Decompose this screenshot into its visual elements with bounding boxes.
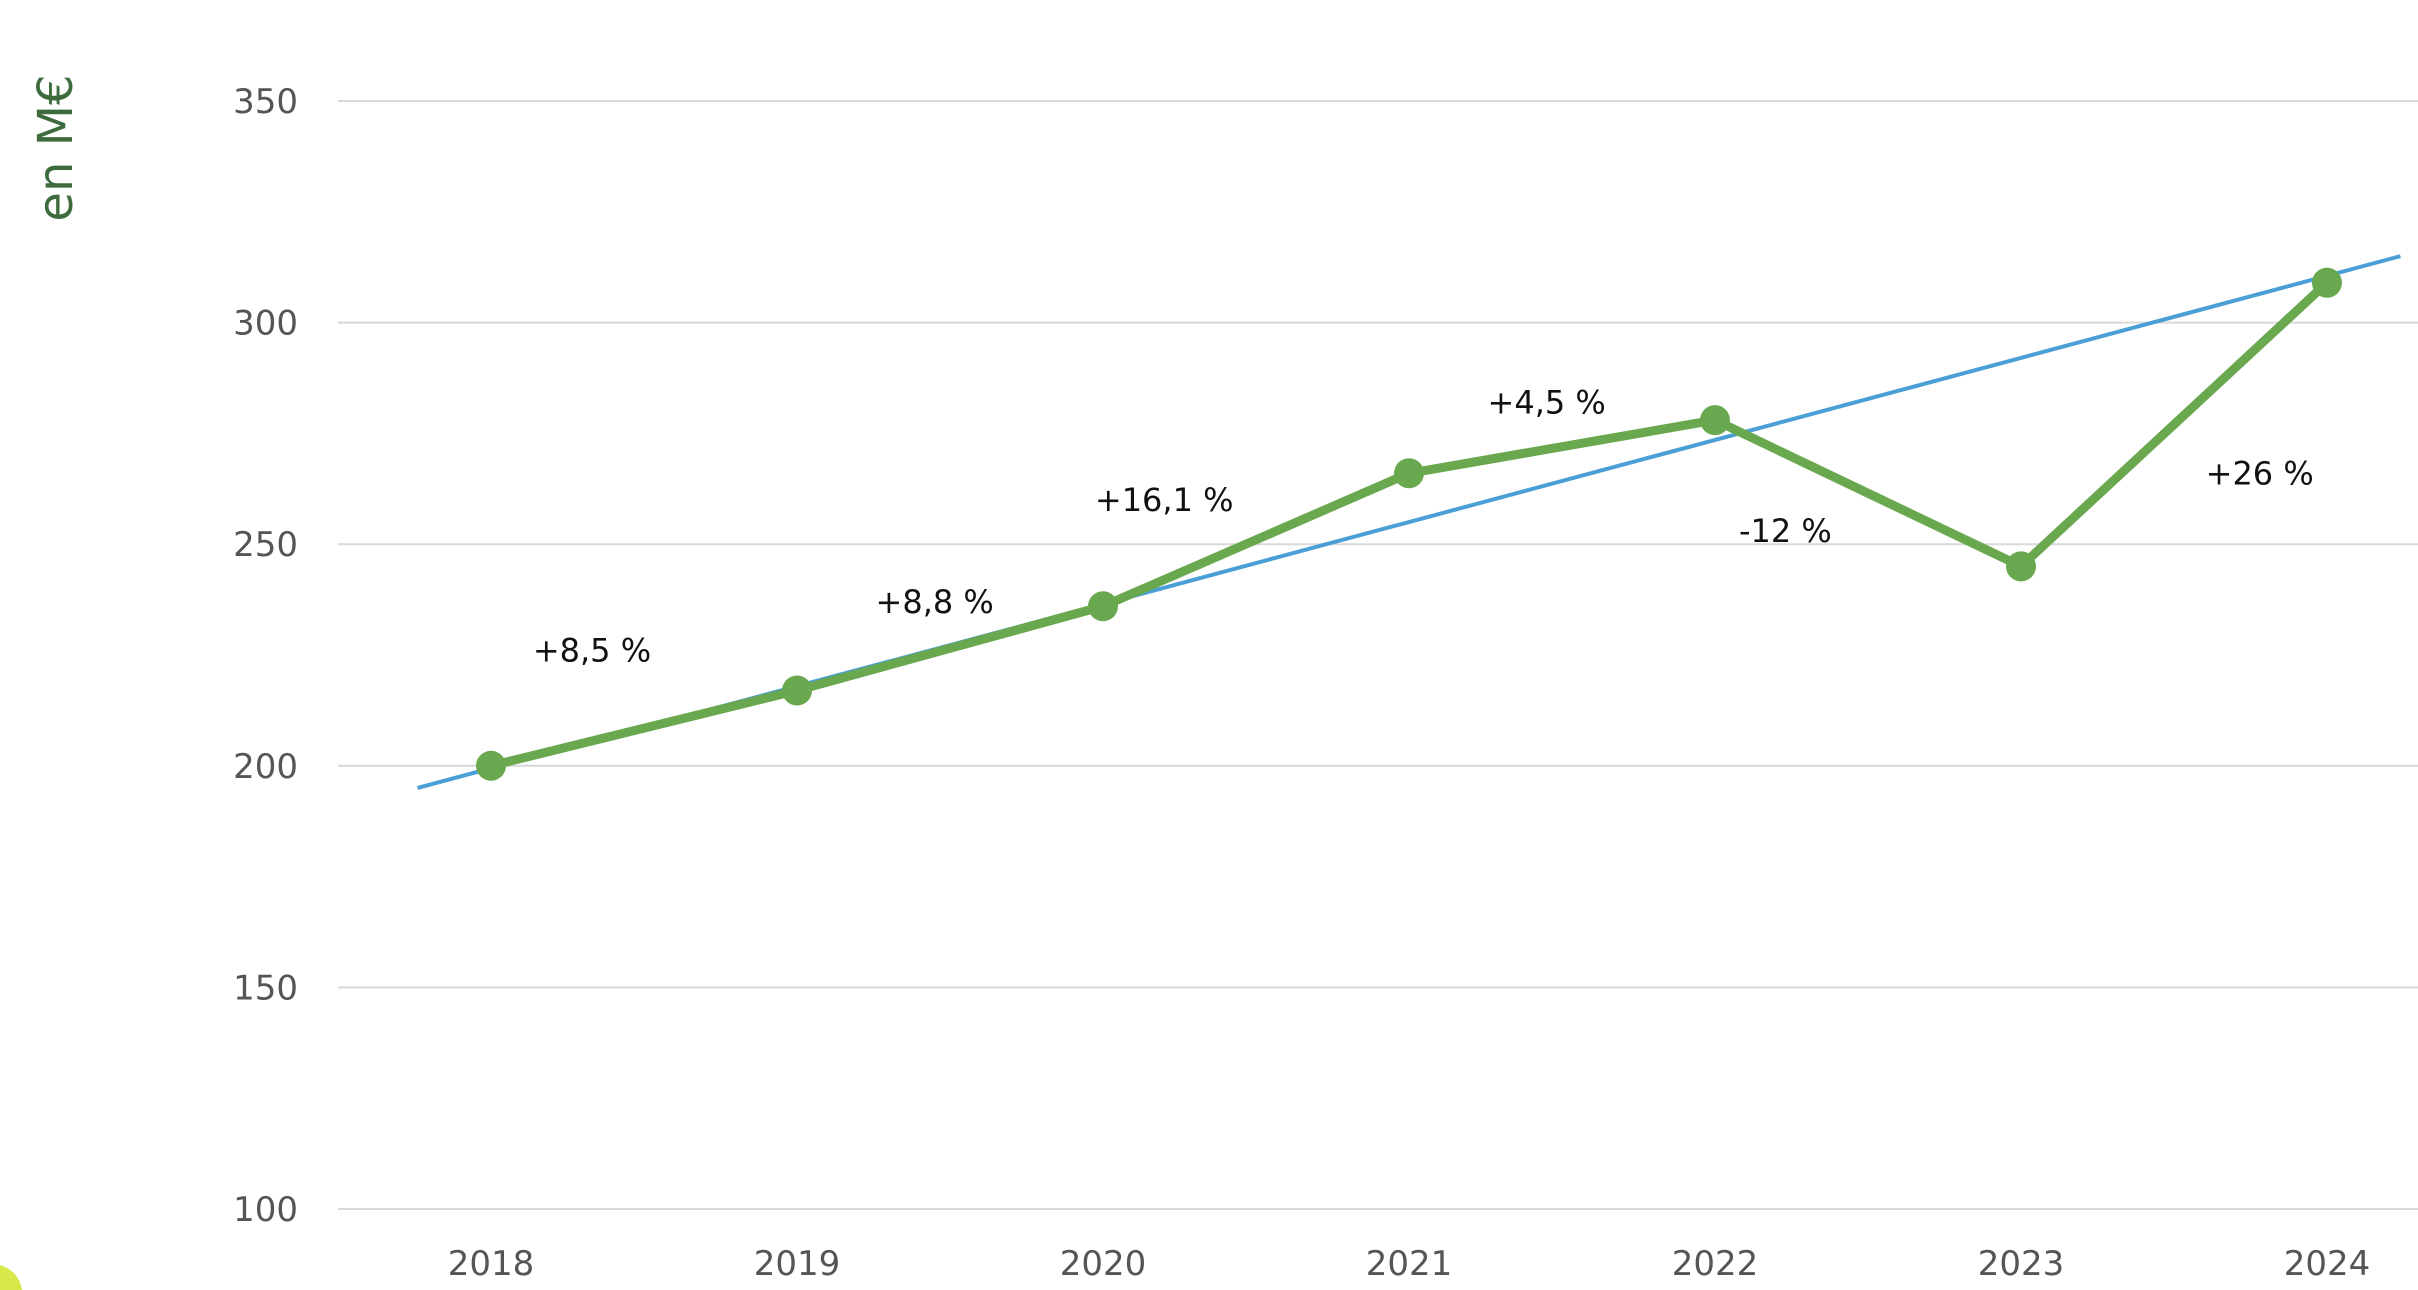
y-tick-label: 250 (233, 525, 298, 565)
x-tick-label: 2019 (754, 1244, 841, 1284)
corner-decoration (0, 1265, 22, 1290)
x-tick-label: 2023 (1978, 1244, 2065, 1284)
data-point-2019 (782, 675, 812, 706)
gridlines (338, 100, 2418, 1210)
x-tick-label: 2020 (1060, 1244, 1147, 1284)
growth-annotations: +8,5 % +8,8 % +16,1 % +4,5 % -12 % +26 % (533, 383, 2314, 669)
data-point-2018 (476, 750, 506, 781)
data-series (476, 267, 2342, 781)
x-tick-label: 2022 (1672, 1244, 1759, 1284)
x-tick-label: 2021 (1366, 1244, 1453, 1284)
data-point-2023 (2006, 551, 2036, 582)
x-tick-label: 2024 (2284, 1244, 2371, 1284)
growth-label: +8,8 % (876, 583, 994, 621)
x-tick-label: 2018 (448, 1244, 535, 1284)
x-axis-ticks: 2018 2019 2020 2021 2022 2023 2024 (448, 1244, 2371, 1284)
y-tick-label: 300 (233, 304, 298, 344)
growth-label: -12 % (1739, 512, 1832, 550)
y-tick-label: 200 (233, 747, 298, 787)
data-point-2021 (1394, 458, 1424, 489)
data-point-2024 (2312, 267, 2342, 298)
growth-label: +4,5 % (1488, 383, 1606, 421)
y-axis-label: en M€ (28, 74, 84, 221)
growth-label: +8,5 % (533, 632, 651, 670)
growth-label: +16,1 % (1095, 481, 1234, 519)
growth-label: +26 % (2206, 454, 2314, 492)
y-tick-label: 150 (233, 968, 298, 1008)
data-point-2020 (1088, 591, 1118, 622)
y-axis-ticks: 100 150 200 250 300 350 (233, 82, 298, 1230)
data-point-2022 (1700, 405, 1730, 436)
y-tick-label: 100 (233, 1190, 298, 1230)
y-tick-label: 350 (233, 82, 298, 122)
